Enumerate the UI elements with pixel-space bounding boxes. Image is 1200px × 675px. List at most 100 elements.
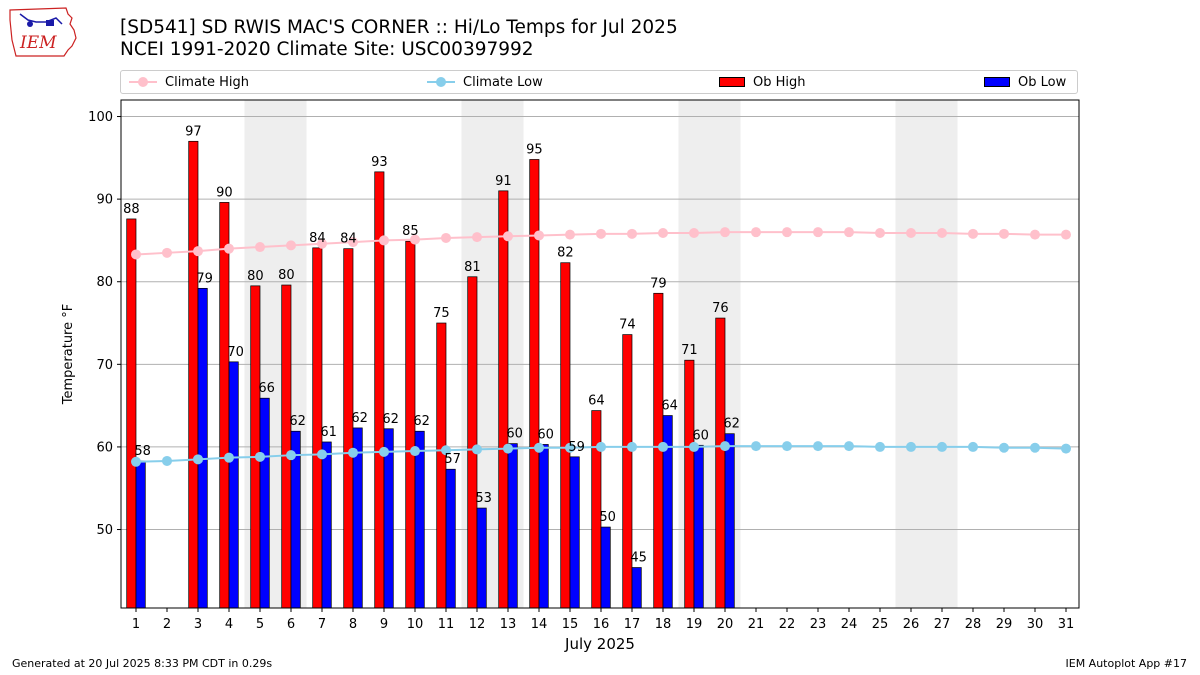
x-tick-label: 1: [132, 617, 140, 632]
ob-high-bar: [250, 285, 261, 609]
legend-label-ob-low: Ob Low: [1018, 74, 1067, 90]
x-tick-label: 26: [903, 617, 920, 632]
ob-low-data-label: 50: [599, 510, 616, 525]
ob-low-bar: [321, 441, 332, 609]
climate-low-point: [348, 447, 358, 458]
x-tick-label: 25: [872, 617, 889, 632]
climate-high-point: [379, 235, 389, 246]
climate-low-point: [844, 441, 854, 452]
ob-high-data-label: 82: [557, 246, 574, 261]
x-tick-label: 28: [965, 617, 982, 632]
ob-low-bar: [414, 430, 425, 609]
app-credit: IEM Autoplot App #17: [1065, 657, 1188, 670]
x-tick-label: 6: [287, 617, 295, 632]
ob-low-data-label: 61: [320, 425, 337, 440]
x-tick-label: 8: [349, 617, 357, 632]
climate-low-point: [565, 442, 575, 453]
climate-low-point: [658, 441, 668, 452]
legend-item-climate-low: Climate Low: [427, 71, 543, 93]
ob-high-swatch: [719, 77, 745, 87]
ob-high-data-label: 71: [681, 343, 698, 358]
ob-high-data-label: 85: [402, 224, 419, 239]
ob-high-bar: [467, 276, 478, 609]
ob-high-bar: [188, 140, 199, 609]
x-tick-label: 11: [438, 617, 455, 632]
x-tick-label: 24: [841, 617, 858, 632]
climate-high-point: [503, 231, 513, 242]
climate-low-point: [751, 441, 761, 452]
ob-high-bar: [684, 359, 695, 609]
legend-label-climate-low: Climate Low: [463, 74, 543, 90]
climate-low-point: [875, 441, 885, 452]
ob-low-bar: [724, 433, 735, 609]
ob-high-data-label: 91: [495, 174, 512, 189]
ob-low-data-label: 62: [382, 412, 399, 427]
climate-low-point: [968, 441, 978, 452]
x-tick-label: 20: [717, 617, 734, 632]
x-tick-label: 2: [163, 617, 171, 632]
climate-low-point: [1030, 442, 1040, 453]
ob-low-bar: [228, 361, 239, 609]
ob-low-bar: [259, 397, 270, 609]
ob-low-data-label: 60: [692, 428, 709, 443]
legend-item-climate-high: Climate High: [129, 71, 249, 93]
ob-low-bar: [476, 507, 487, 609]
climate-high-point: [441, 232, 451, 243]
x-tick-label: 17: [624, 617, 641, 632]
climate-low-point: [410, 446, 420, 457]
climate-high-point: [1061, 229, 1071, 240]
climate-high-point: [937, 227, 947, 238]
x-tick-label: 30: [1027, 617, 1044, 632]
ob-high-bar: [560, 262, 571, 609]
climate-high-point: [193, 246, 203, 257]
climate-low-point: [255, 451, 265, 462]
ob-low-data-label: 62: [289, 414, 306, 429]
x-tick-label: 4: [225, 617, 233, 632]
ob-high-data-label: 79: [650, 276, 667, 291]
x-tick-label: 27: [934, 617, 951, 632]
climate-high-point: [224, 243, 234, 254]
climate-high-point: [255, 242, 265, 253]
climate-low-point: [317, 449, 327, 460]
x-tick-label: 19: [686, 617, 703, 632]
ob-high-data-label: 64: [588, 394, 605, 409]
x-axis-label: July 2025: [564, 635, 635, 653]
ob-high-bar: [529, 159, 540, 609]
climate-high-point: [627, 228, 637, 239]
ob-low-data-label: 60: [506, 427, 523, 442]
x-tick-label: 23: [810, 617, 827, 632]
ob-high-bar: [622, 334, 633, 609]
x-tick-label: 12: [469, 617, 486, 632]
chart-title: [SD541] SD RWIS MAC'S CORNER :: Hi/Lo Te…: [120, 17, 678, 38]
climate-low-point: [441, 445, 451, 456]
ob-low-data-label: 62: [723, 417, 740, 432]
ob-high-data-label: 80: [278, 268, 295, 283]
ob-low-data-label: 62: [351, 411, 368, 426]
ob-high-bar: [281, 284, 292, 609]
chart-subtitle: NCEI 1991-2020 Climate Site: USC00397992: [120, 39, 534, 60]
climate-high-point: [999, 228, 1009, 239]
ob-low-bar: [197, 287, 208, 609]
y-tick-label: 100: [88, 110, 113, 125]
ob-low-data-label: 64: [661, 399, 678, 414]
ob-low-bar: [538, 444, 549, 609]
x-tick-label: 7: [318, 617, 326, 632]
y-axis-label: Temperature °F: [61, 304, 76, 405]
climate-low-point: [906, 441, 916, 452]
y-tick-label: 60: [96, 440, 113, 455]
logo-text: IEM: [19, 33, 57, 53]
ob-low-swatch: [984, 77, 1010, 87]
ob-high-data-label: 93: [371, 155, 388, 170]
climate-high-point: [689, 227, 699, 238]
ob-high-bar: [126, 218, 137, 609]
iem-logo: IEM: [9, 7, 77, 57]
ob-high-data-label: 90: [216, 185, 233, 200]
y-tick-label: 50: [96, 523, 113, 538]
climate-low-point: [1061, 443, 1071, 454]
ob-high-data-label: 80: [247, 269, 264, 284]
climate-high-point: [968, 228, 978, 239]
climate-low-point: [720, 441, 730, 452]
ob-low-bar: [507, 443, 518, 609]
ob-low-data-label: 60: [537, 427, 554, 442]
